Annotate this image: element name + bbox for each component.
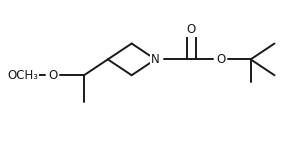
Text: O: O [48, 69, 57, 82]
Text: O: O [216, 53, 225, 66]
Text: OCH₃: OCH₃ [7, 69, 39, 82]
Text: O: O [187, 23, 196, 36]
Text: N: N [151, 53, 160, 66]
